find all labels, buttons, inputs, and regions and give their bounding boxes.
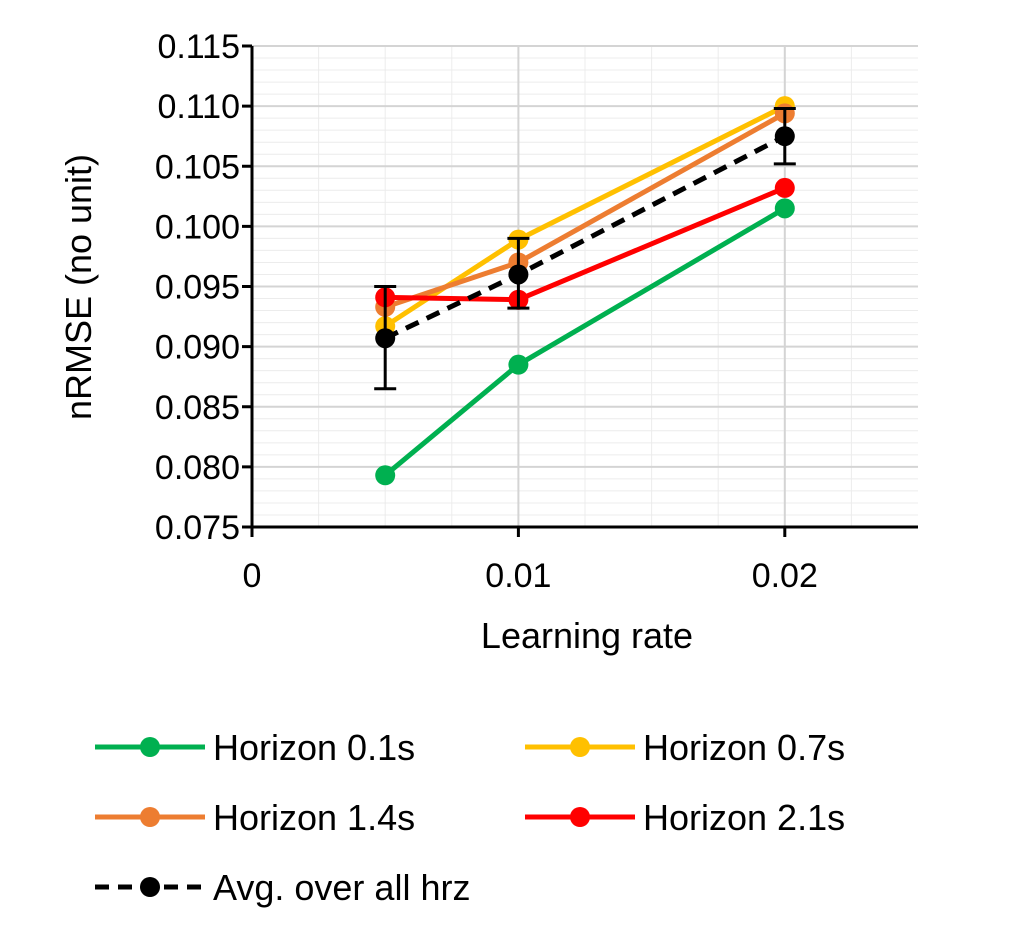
data-point xyxy=(508,354,529,375)
y-tick-label: 0.105 xyxy=(155,148,240,186)
legend-label: Avg. over all hrz xyxy=(213,867,470,908)
data-point xyxy=(375,465,396,486)
legend-swatch-marker xyxy=(570,807,590,827)
legend-label: Horizon 1.4s xyxy=(213,797,415,838)
legend-label: Horizon 0.1s xyxy=(213,727,415,768)
y-tick-label: 0.090 xyxy=(155,329,240,367)
series-1 xyxy=(375,198,795,486)
y-axis-title: nRMSE (no unit) xyxy=(58,154,99,420)
y-tick-label: 0.075 xyxy=(155,509,240,547)
legend-label: Horizon 0.7s xyxy=(643,727,845,768)
y-tick-label: 0.100 xyxy=(155,208,240,246)
legend-item-1: Horizon 0.1s xyxy=(95,727,415,768)
legend-swatch-marker xyxy=(570,737,590,757)
legend: Horizon 0.1s Horizon 0.7s Horizon 1.4s Hori… xyxy=(95,727,845,908)
y-tick-label: 0.080 xyxy=(155,449,240,487)
data-point xyxy=(375,328,396,349)
legend-item-2: Horizon 0.7s xyxy=(525,727,845,768)
legend-swatch-marker xyxy=(140,737,160,757)
y-tick-label: 0.095 xyxy=(155,269,240,307)
series-5 xyxy=(374,107,796,391)
data-point xyxy=(508,264,529,285)
tick-labels: 0.075 0.080 0.085 0.090 0.095 0.100 0.105 0.110… xyxy=(155,28,818,595)
data-point xyxy=(774,177,795,198)
y-tick-label: 0.110 xyxy=(157,88,240,126)
axes xyxy=(242,44,918,537)
data-series xyxy=(374,96,796,486)
gridlines xyxy=(252,45,918,527)
data-point xyxy=(774,198,795,219)
y-tick-label: 0.115 xyxy=(157,28,240,66)
y-tick-label: 0.085 xyxy=(155,389,240,427)
legend-label: Horizon 2.1s xyxy=(643,797,845,838)
x-tick-label: 0 xyxy=(243,557,262,595)
legend-item-3: Horizon 1.4s xyxy=(95,797,415,838)
legend-item-4: Horizon 2.1s xyxy=(525,797,845,838)
x-axis-title: Learning rate xyxy=(481,615,693,656)
legend-swatch-marker xyxy=(140,807,160,827)
data-point xyxy=(774,126,795,147)
legend-item-5: Avg. over all hrz xyxy=(95,867,470,908)
x-tick-label: 0.01 xyxy=(485,557,551,595)
x-tick-label: 0.02 xyxy=(752,557,818,595)
legend-swatch-marker xyxy=(140,877,160,897)
